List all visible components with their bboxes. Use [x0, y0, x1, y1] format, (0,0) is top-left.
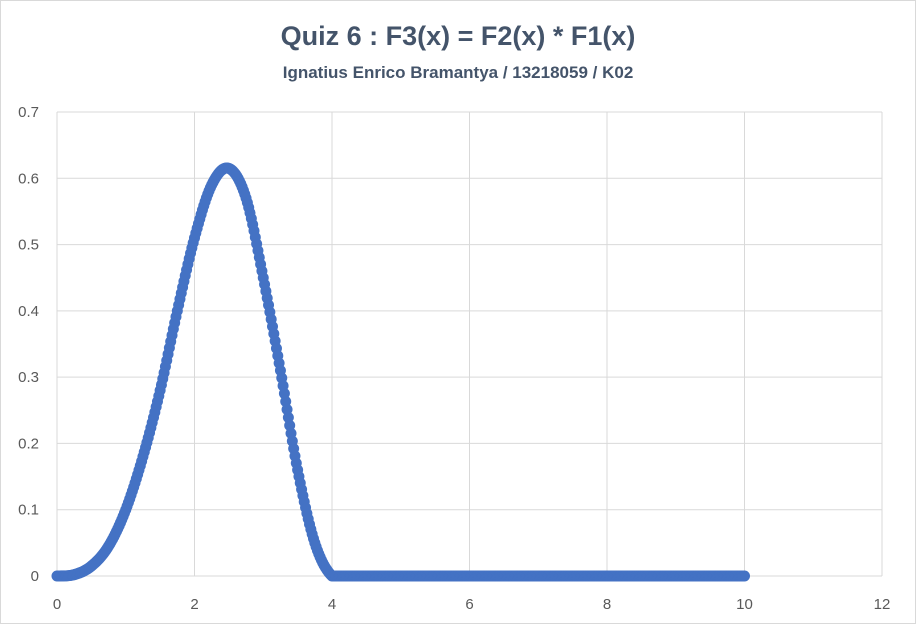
x-tick-label: 6 — [465, 596, 473, 613]
chart-title: Quiz 6 : F3(x) = F2(x) * F1(x) — [280, 21, 636, 51]
x-tick-label: 8 — [603, 596, 611, 613]
y-tick-label: 0.1 — [18, 502, 39, 519]
y-tick-label: 0.5 — [18, 237, 39, 254]
data-point — [739, 570, 750, 582]
x-tick-label: 10 — [736, 596, 753, 613]
y-tick-label: 0.6 — [18, 170, 39, 187]
x-tick-label: 2 — [190, 596, 198, 613]
y-tick-label: 0 — [31, 568, 39, 585]
y-tick-label: 0.7 — [18, 104, 39, 121]
chart-subtitle: Ignatius Enrico Bramantya / 13218059 / K… — [282, 63, 634, 82]
x-tick-label: 12 — [874, 596, 891, 613]
y-tick-label: 0.2 — [18, 435, 39, 452]
y-tick-label: 0.3 — [18, 369, 39, 386]
x-tick-label: 0 — [53, 596, 61, 613]
x-tick-label: 4 — [328, 596, 336, 613]
y-tick-label: 0.4 — [18, 303, 39, 320]
